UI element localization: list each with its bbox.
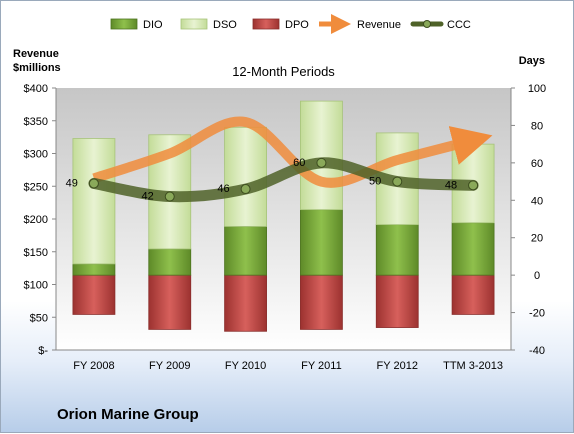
ccc-data-label: 42	[142, 191, 154, 203]
legend-label-revenue: Revenue	[357, 19, 401, 31]
left-tick-label: $150	[24, 247, 48, 259]
left-tick-label: $250	[24, 181, 48, 193]
chart-title: 12-Month Periods	[232, 64, 335, 79]
left-tick-label: $400	[24, 83, 48, 95]
revenue-line	[92, 116, 493, 188]
dio-bar	[224, 226, 267, 276]
ccc-data-label: 46	[217, 183, 229, 195]
dpo-bar	[451, 274, 495, 315]
legend-swatch-dio	[110, 18, 138, 30]
ccc-data-label: 49	[66, 177, 78, 189]
right-tick-label: -40	[529, 345, 545, 357]
legend-label-dso: DSO	[213, 19, 237, 31]
right-tick-label: 60	[531, 158, 543, 170]
dso-bar	[300, 100, 343, 211]
left-tick-label: $-	[38, 345, 48, 357]
dpo-bar	[224, 274, 267, 332]
dio-bar	[148, 248, 192, 276]
x-tick-label: FY 2008	[73, 360, 114, 372]
x-tick-label: FY 2009	[149, 360, 190, 372]
ccc-point	[468, 180, 479, 191]
dpo-bar	[300, 274, 343, 330]
ccc-data-label: 48	[445, 179, 457, 191]
legend-marker-ccc	[423, 20, 431, 28]
dpo-bar	[148, 274, 192, 330]
left-tick-label: $100	[24, 280, 48, 292]
left-axis-title: $millions	[13, 62, 61, 74]
x-tick-label: FY 2012	[377, 360, 418, 372]
right-tick-label: -20	[529, 308, 545, 320]
company-name: Orion Marine Group	[57, 406, 199, 423]
right-tick-label: 40	[531, 195, 543, 207]
ccc-point	[164, 191, 175, 202]
right-tick-label: 0	[534, 270, 540, 282]
right-tick-label: 80	[531, 120, 543, 132]
ccc-point	[392, 176, 403, 187]
ccc-line	[88, 157, 479, 203]
legend-label-dio: DIO	[143, 19, 163, 31]
ccc-data-label: 50	[369, 176, 381, 188]
plot-area	[56, 88, 511, 350]
right-axis-title: Days	[519, 55, 545, 67]
right-tick-label: 20	[531, 233, 543, 245]
dio-bar	[300, 209, 343, 276]
dpo-bar	[375, 274, 419, 328]
left-tick-label: $300	[24, 149, 48, 161]
dio-bar	[375, 224, 419, 276]
legend-label-dpo: DPO	[285, 19, 309, 31]
left-tick-label: $350	[24, 116, 48, 128]
x-tick-label: FY 2010	[225, 360, 266, 372]
ccc-data-label: 60	[293, 157, 305, 169]
x-tick-label: FY 2011	[301, 360, 342, 372]
dio-bar	[451, 222, 495, 276]
dpo-bar	[72, 274, 116, 315]
legend-swatch-dso	[180, 18, 208, 30]
legend-swatch-dpo	[252, 18, 280, 30]
ccc-point	[316, 157, 327, 168]
right-tick-label: 100	[528, 83, 546, 95]
dso-bar	[224, 126, 267, 227]
legend-label-ccc: CCC	[447, 19, 471, 31]
dio-bar	[72, 263, 116, 276]
left-tick-label: $200	[24, 214, 48, 226]
left-tick-label: $50	[30, 312, 48, 324]
ccc-point	[88, 178, 99, 189]
dso-bar	[72, 138, 116, 265]
left-axis-title: Revenue	[13, 48, 59, 60]
ccc-point	[240, 184, 251, 195]
x-tick-label: TTM 3-2013	[443, 360, 503, 372]
